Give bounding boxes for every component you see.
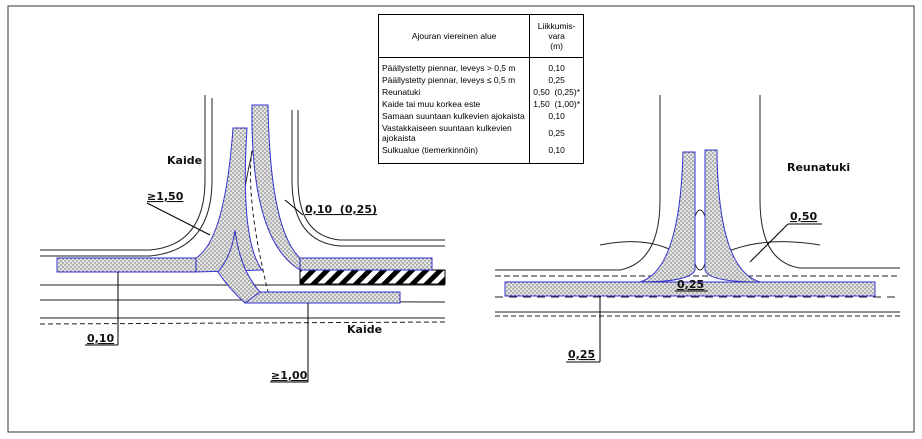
label: Reunatuki: [787, 161, 850, 174]
clearance-value: 0,25: [529, 74, 584, 86]
frame: [7, 5, 915, 433]
clearance-table: Ajouran viereinen alue Liikkumis-vara (m)…: [377, 14, 584, 164]
clearance-value: 0,10: [529, 57, 584, 74]
area-label: Reunatuki: [377, 86, 531, 98]
table-row: Sulkualue (tiemerkinnöin) 0,10: [377, 144, 584, 164]
area-label: Päällystetty piennar, leveys ≤ 0,5 m: [377, 74, 531, 86]
right-clearances: [504, 149, 876, 297]
left-leaders: [85, 199, 309, 383]
label: ≥1,50: [147, 190, 184, 203]
label: 0,25: [568, 348, 595, 361]
restricted-area: [299, 269, 446, 285]
right-roads: [495, 95, 900, 317]
table-row: Päällystetty piennar, leveys ≤ 0,5 m 0,25: [377, 74, 584, 86]
table-row: Vastakkaiseen suuntaan kulkevien ajokais…: [377, 122, 584, 144]
label: Kaide: [167, 154, 202, 167]
header-label: Ajouran viereinen alue: [377, 14, 531, 58]
clearance-value: 0,50 (0,25)*: [529, 86, 584, 98]
label: 0,50: [790, 210, 817, 223]
label: ≥1,00: [271, 369, 308, 382]
table-row: Samaan suuntaan kulkevien ajokaista 0,10: [377, 110, 584, 122]
header-value-line: Liikkumis-: [537, 21, 576, 31]
label: 0,25: [677, 278, 704, 291]
header-value-line: vara: [548, 31, 565, 41]
header-value-line: (m): [550, 41, 563, 51]
clearance-value: 1,50 (1,00)*: [529, 98, 584, 110]
label: Kaide: [347, 323, 382, 336]
header-value: Liikkumis-vara (m): [529, 14, 584, 58]
area-label: Sulkualue (tiemerkinnöin): [377, 144, 531, 164]
left-clearances: [56, 104, 433, 304]
area-label: Päällystetty piennar, leveys > 0,5 m: [377, 57, 531, 74]
labels: Kaide ≥1,50 0,10 (0,25) 0,10 Kaide ≥1,00…: [87, 154, 850, 382]
label: 0,10 (0,25): [305, 203, 377, 216]
clearance-value: 0,25: [529, 122, 584, 144]
area-label: Kaide tai muu korkea este: [377, 98, 531, 110]
table-row: Reunatuki 0,50 (0,25)*: [377, 86, 584, 98]
table-row: Päällystetty piennar, leveys > 0,5 m 0,10: [377, 57, 584, 74]
area-label: Samaan suuntaan kulkevien ajokaista: [377, 110, 531, 122]
clearance-value: 0,10: [529, 110, 584, 122]
table-row: Kaide tai muu korkea este 1,50 (1,00)*: [377, 98, 584, 110]
clearance-value: 0,10: [529, 144, 584, 164]
right-leaders: [566, 223, 822, 363]
label: 0,10: [87, 332, 114, 345]
area-label: Vastakkaiseen suuntaan kulkevien ajokais…: [377, 122, 531, 144]
